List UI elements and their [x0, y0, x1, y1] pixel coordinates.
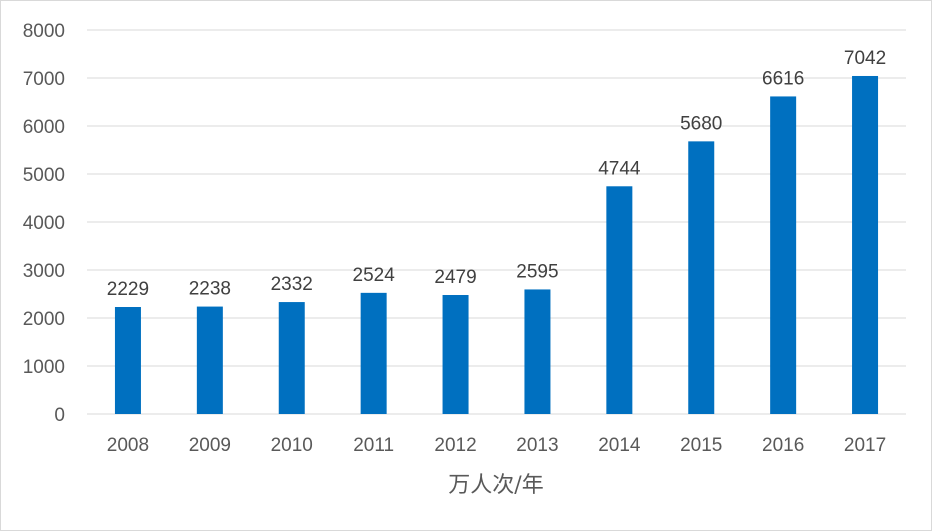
bar-2017 [852, 75, 879, 414]
bar-2012 [442, 295, 469, 414]
y-tick-label: 2000 [23, 309, 65, 330]
x-tick-label: 2013 [516, 435, 558, 456]
bar-2009 [196, 306, 223, 414]
y-tick-label: 5000 [23, 165, 65, 186]
x-tick-label: 2011 [353, 435, 394, 456]
y-tick-label: 8000 [23, 21, 65, 42]
data-label: 2238 [189, 279, 231, 300]
x-tick-label: 2012 [434, 435, 476, 456]
y-tick-label: 1000 [23, 357, 65, 378]
data-label: 2332 [271, 274, 313, 295]
gridlines [87, 29, 906, 415]
x-tick-label: 2009 [189, 435, 231, 456]
data-label: 2479 [434, 267, 476, 288]
y-tick-label: 4000 [23, 213, 65, 234]
y-axis-ticks: 0 1000 2000 3000 4000 5000 6000 7000 8000 [23, 21, 65, 426]
bar-2011 [360, 292, 387, 414]
bars [114, 75, 879, 415]
bar-2013 [524, 289, 551, 414]
data-label: 5680 [680, 113, 722, 134]
data-label: 6616 [762, 68, 804, 89]
bar-2016 [770, 96, 797, 414]
bar-2010 [278, 302, 305, 414]
x-tick-label: 2014 [598, 435, 641, 456]
y-tick-label: 7000 [23, 69, 65, 90]
bar-2014 [606, 186, 633, 414]
data-label: 7042 [844, 48, 886, 69]
bar-2015 [688, 141, 715, 415]
x-tick-label: 2010 [271, 435, 313, 456]
data-label: 2524 [353, 265, 396, 286]
bar-2008 [114, 307, 141, 414]
x-tick-label: 2008 [107, 435, 149, 456]
y-tick-label: 6000 [23, 117, 65, 138]
x-tick-label: 2015 [680, 435, 722, 456]
x-axis-ticks: 2008 2009 2010 2011 2012 2013 2014 2015 2016 2017 [107, 435, 886, 456]
data-label: 2229 [107, 279, 149, 300]
x-axis-title: 万人次/年 [448, 473, 543, 498]
x-tick-label: 2016 [762, 435, 804, 456]
data-label: 4744 [598, 158, 641, 179]
x-tick-label: 2017 [844, 435, 886, 456]
data-labels: 2229 2238 2332 2524 2479 2595 4744 5680 6616 7042 [107, 48, 886, 300]
y-tick-label: 3000 [23, 261, 65, 282]
data-label: 2595 [516, 261, 558, 282]
y-tick-label: 0 [54, 405, 65, 426]
